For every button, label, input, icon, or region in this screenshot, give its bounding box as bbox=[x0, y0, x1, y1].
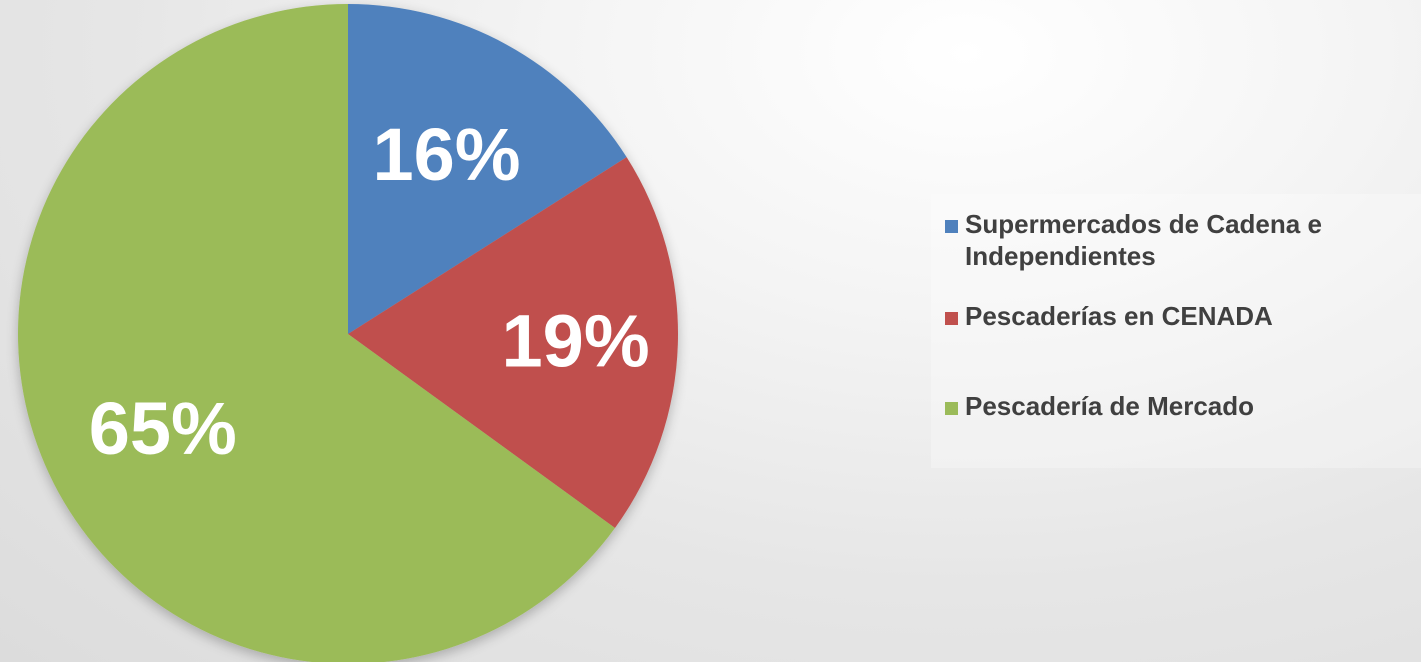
slice-data-label-2: 19% bbox=[502, 300, 650, 383]
legend-swatch bbox=[945, 402, 958, 415]
legend-item-mercado: Pescadería de Mercado bbox=[945, 390, 1405, 422]
legend-item-cenada: Pescaderías en CENADA bbox=[945, 300, 1405, 332]
legend-label: Pescadería de Mercado bbox=[965, 391, 1255, 421]
legend-swatch bbox=[945, 312, 958, 325]
pie-slice-2 bbox=[348, 157, 678, 528]
legend: Supermercados de Cadena e Independientes… bbox=[931, 194, 1421, 468]
pie-slice-1 bbox=[348, 4, 627, 334]
legend-label: Pescaderías en CENADA bbox=[965, 301, 1273, 331]
slice-data-label-1: 16% bbox=[373, 113, 521, 196]
legend-swatch bbox=[945, 220, 958, 233]
pie-slice-3 bbox=[18, 4, 615, 662]
slice-data-label-3: 65% bbox=[89, 387, 237, 470]
legend-label: Supermercados de Cadena e Independientes bbox=[965, 209, 1322, 271]
legend-item-supermercados: Supermercados de Cadena e Independientes bbox=[945, 208, 1405, 272]
